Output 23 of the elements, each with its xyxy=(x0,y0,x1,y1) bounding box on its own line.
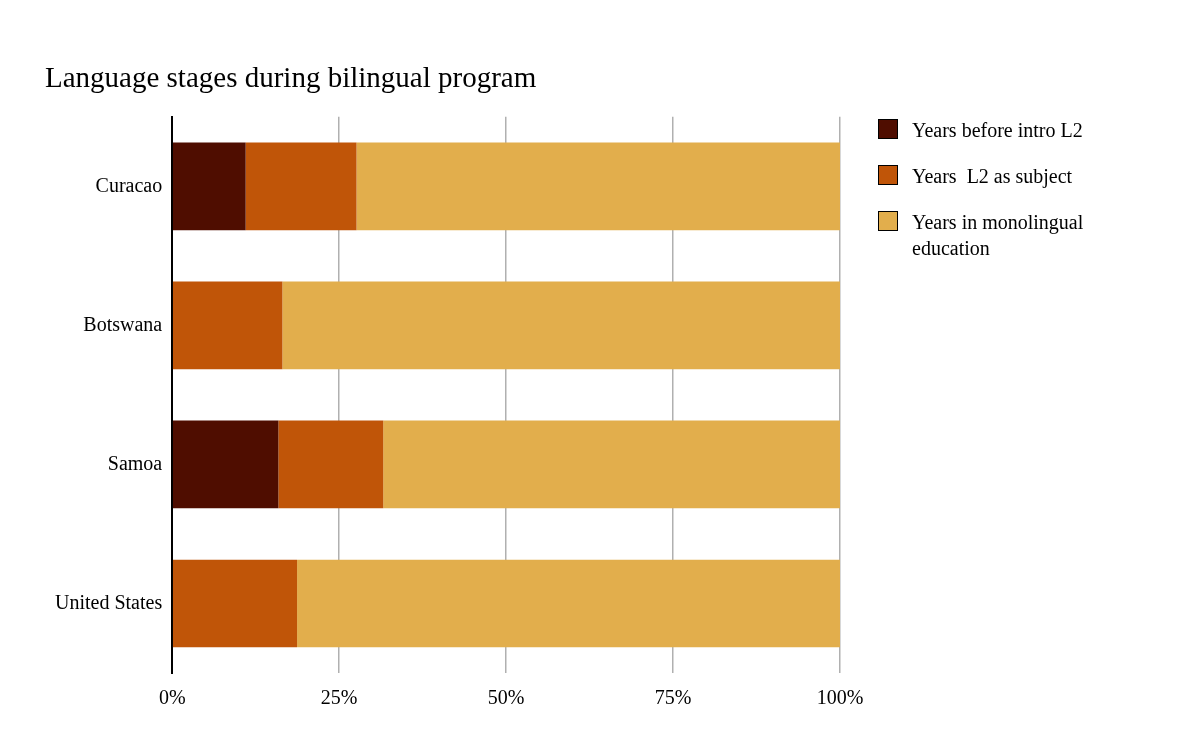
x-tick-label: 25% xyxy=(320,686,358,709)
bar xyxy=(245,142,357,231)
legend-label: Years before intro L2 xyxy=(912,118,1083,143)
text: Years in monolingual education xyxy=(912,210,1085,261)
bar xyxy=(172,142,246,231)
chart-title: Language stages during bilingual program xyxy=(45,61,537,94)
bar xyxy=(297,559,840,648)
bar xyxy=(383,420,840,509)
bar xyxy=(282,281,840,370)
x-tick-label: 75% xyxy=(654,686,692,709)
y-tick-label: United States xyxy=(54,590,163,613)
bar xyxy=(172,420,279,509)
y-tick-label: Botswana xyxy=(83,312,163,335)
x-tick-label: 50% xyxy=(487,686,525,709)
y-tick-label: Curacao xyxy=(95,173,163,196)
x-tick-label: 0% xyxy=(158,686,186,709)
legend-label: Years L2 as subject xyxy=(912,164,1073,189)
bar xyxy=(278,420,384,509)
y-tick-label: Samoa xyxy=(107,451,163,474)
bar xyxy=(172,281,283,370)
bar xyxy=(172,559,298,648)
x-tick-label: 100% xyxy=(816,686,864,709)
bar xyxy=(356,142,840,231)
